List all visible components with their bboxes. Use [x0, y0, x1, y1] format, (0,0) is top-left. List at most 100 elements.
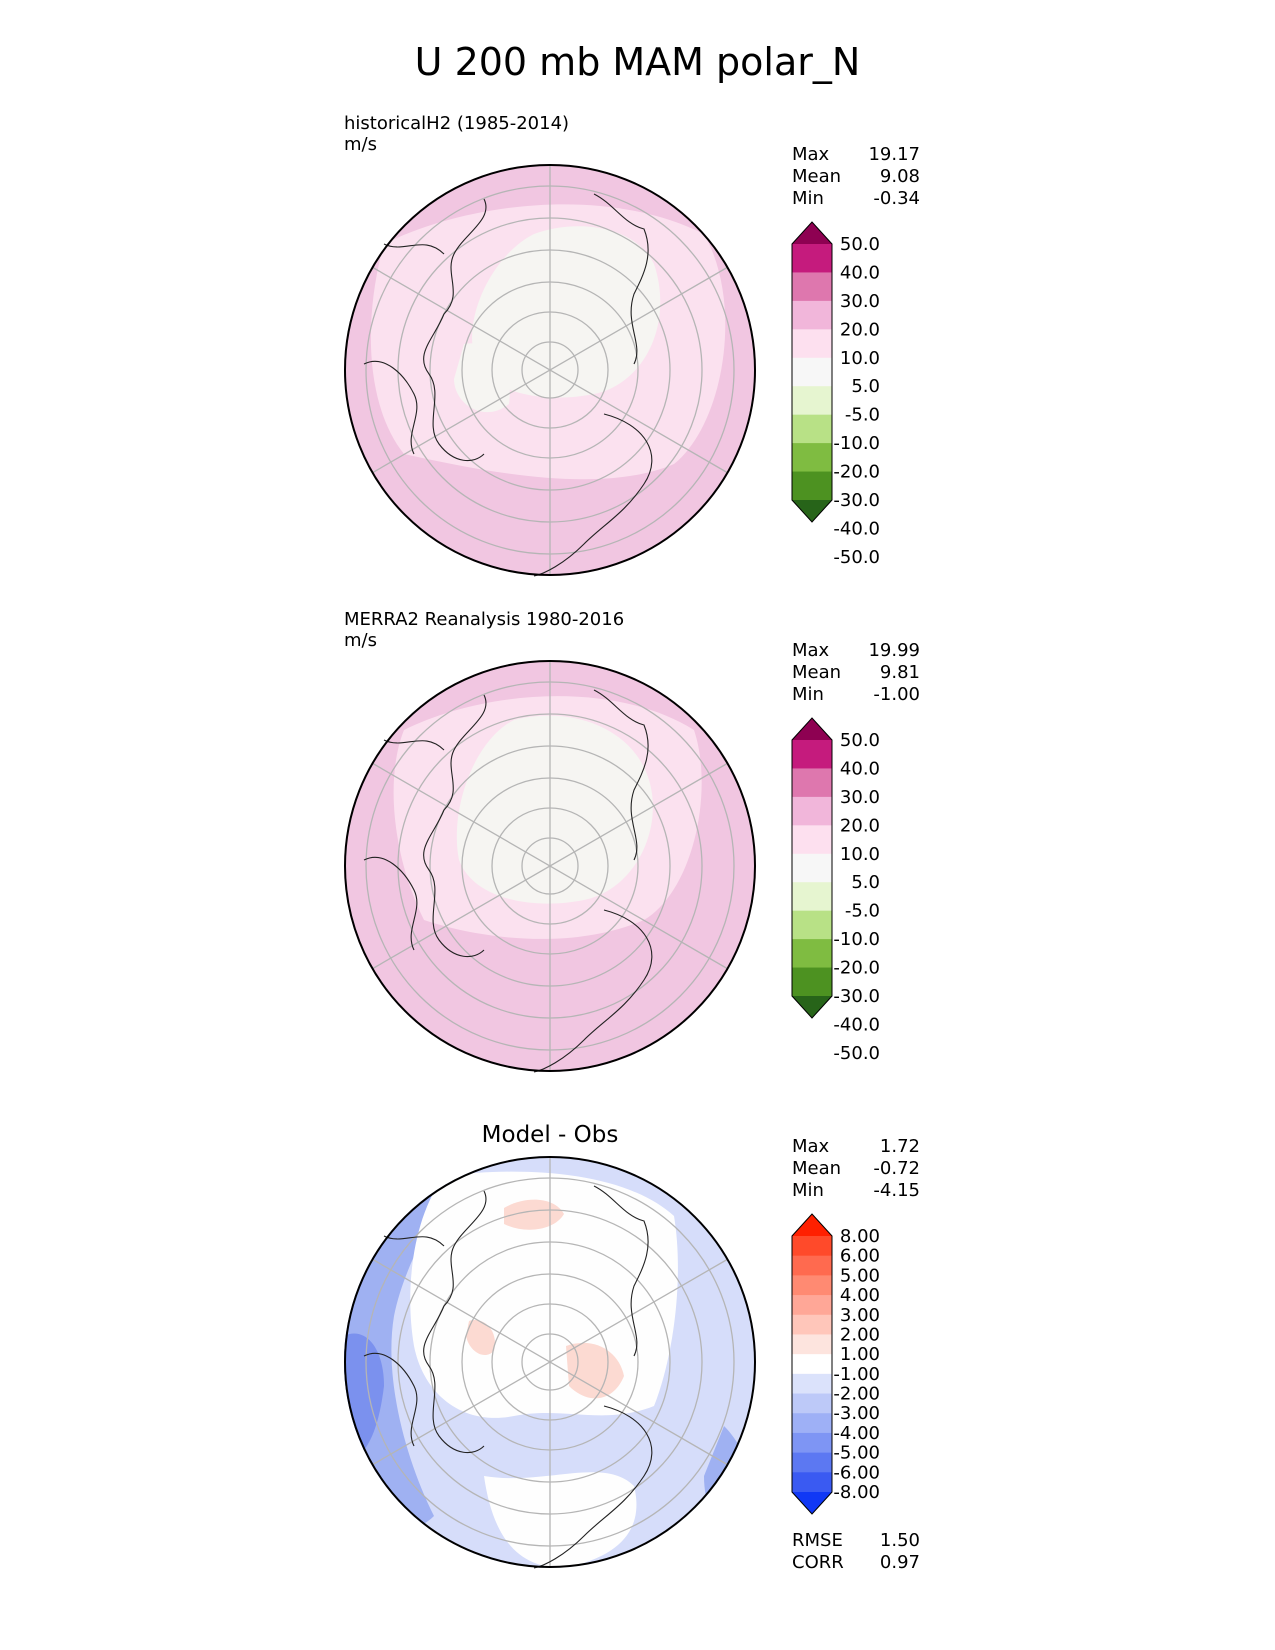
colorbar-tick-label: 20.0 [840, 815, 880, 836]
colorbar-band [792, 1472, 832, 1493]
map-boundary [344, 164, 756, 576]
colorbar-tick-label: 40.0 [840, 758, 880, 779]
panel-3-title: Model - Obs [481, 1122, 619, 1148]
colorbar-band [792, 1314, 832, 1335]
colorbar-tick-label: 20.0 [840, 319, 880, 340]
stat-value: 9.08 [879, 166, 920, 187]
colorbar-extend-max [792, 1214, 832, 1236]
panel-2-colorbar: 50.0 40.0 30.0 20.0 10.0 5.0 -5.0 -10.0 -20.0 -30… [791, 717, 880, 1064]
metric-label: RMSE [792, 1530, 843, 1551]
colorbar-band [792, 882, 832, 912]
colorbar-tick-label: -8.00 [833, 1482, 880, 1503]
colorbar-tick-label: 4.00 [840, 1285, 880, 1306]
colorbar-band [792, 825, 832, 855]
colorbar-band [792, 910, 832, 940]
colorbar-tick-label: -10.0 [833, 929, 880, 950]
colorbar-tick-label: 30.0 [840, 291, 880, 312]
gridlines [365, 1156, 735, 1568]
colorbar-tick-label: -5.0 [845, 405, 880, 426]
colorbar-band [792, 1452, 832, 1473]
colorbar-band [792, 1275, 832, 1296]
stat-label: Mean [792, 166, 842, 187]
colorbar-tick-label: 2.00 [840, 1324, 880, 1345]
colorbar-band [792, 329, 832, 359]
stat-value: -1.00 [873, 684, 920, 705]
colorbar-tick-label: -2.00 [833, 1384, 880, 1405]
colorbar-tick-label: -5.0 [845, 901, 880, 922]
colorbar-band [792, 740, 832, 769]
colorbar-tick-label: -50.0 [833, 1043, 880, 1064]
colorbar-band [792, 1432, 832, 1454]
stat-label: Mean [792, 1158, 842, 1179]
colorbar-tick-label: -1.00 [833, 1364, 880, 1385]
panel-2-stats: Max 19.99 Mean 9.81 Min -1.00 [792, 640, 920, 706]
colorbar-tick-label: 10.0 [840, 348, 880, 369]
colorbar-tick-label: -40.0 [833, 518, 880, 539]
stat-value: 19.99 [868, 640, 920, 661]
colorbar-band [792, 443, 832, 473]
colorbar-tick-label: -4.00 [833, 1423, 880, 1444]
stat-label: Max [792, 640, 830, 661]
colorbar-band [792, 853, 832, 883]
field-region [504, 1199, 564, 1230]
field-region [466, 1320, 495, 1356]
stat-value: 1.72 [879, 1136, 920, 1157]
colorbar-tick-label: -20.0 [833, 958, 880, 979]
gridlines [365, 164, 735, 576]
colorbar-extend-min [792, 996, 832, 1018]
colorbar-band [792, 300, 832, 330]
panel-1-map [344, 164, 756, 577]
colorbar-band [792, 414, 832, 444]
colorbar-outline [791, 717, 833, 1019]
colorbar-tick-label: 40.0 [840, 262, 880, 283]
colorbar-tick-label: 5.00 [840, 1265, 880, 1286]
stat-label: Min [792, 188, 824, 209]
colorbar-outline [791, 1213, 833, 1515]
stat-label: Mean [792, 662, 842, 683]
panel-1-title: historicalH2 (1985-2014) m/s [344, 113, 570, 155]
colorbar-extend-max [792, 718, 832, 740]
map-boundary [344, 1156, 756, 1568]
map-boundary [344, 660, 756, 1072]
coastlines [363, 193, 653, 577]
field-region [456, 715, 653, 904]
metric-value: 0.97 [879, 1552, 920, 1573]
colorbar-tick-label: -6.00 [833, 1462, 880, 1483]
colorbar-band [792, 1295, 832, 1316]
panel-3-metrics: RMSE 1.50 CORR 0.97 [792, 1530, 920, 1574]
colorbar-band [792, 939, 832, 969]
colorbar-band [792, 272, 832, 302]
colorbar-tick-label: 30.0 [840, 787, 880, 808]
colorbar-tick-label: -30.0 [833, 986, 880, 1007]
colorbar-tick-label: -50.0 [833, 547, 880, 568]
stat-value: -0.34 [873, 188, 920, 209]
colorbar-extend-min [792, 500, 832, 522]
stat-label: Min [792, 684, 824, 705]
colorbar-band [792, 967, 832, 997]
colorbar-band [792, 386, 832, 416]
panel-2-title: MERRA2 Reanalysis 1980-2016 m/s [344, 609, 625, 651]
stat-label: Max [792, 1136, 830, 1157]
colorbar-band [792, 471, 832, 501]
colorbar-tick-label: -10.0 [833, 433, 880, 454]
colorbar-band [792, 1255, 832, 1276]
colorbar-band [792, 1413, 832, 1434]
colorbar-tick-label: -40.0 [833, 1014, 880, 1035]
colorbar-tick-label: 50.0 [840, 730, 880, 751]
panel-1-colorbar: 50.0 40.0 30.0 20.0 10.0 5.0 -5.0 -10.0 -20.0 -30… [791, 221, 880, 568]
colorbar-extend-max [792, 222, 832, 244]
colorbar-tick-label: -5.00 [833, 1443, 880, 1464]
colorbar-tick-label: -30.0 [833, 490, 880, 511]
colorbar-band [792, 244, 832, 273]
stat-label: Max [792, 144, 830, 165]
gridlines [365, 660, 735, 1072]
colorbar-tick-label: 10.0 [840, 844, 880, 865]
colorbar-tick-label: -20.0 [833, 462, 880, 483]
colorbar-band [792, 768, 832, 798]
colorbar-tick-label: 50.0 [840, 234, 880, 255]
panel-2-map [344, 660, 756, 1073]
panel-3-map [344, 1156, 756, 1569]
panel-3-stats: Max 1.72 Mean -0.72 Min -4.15 [792, 1136, 920, 1202]
stat-value: 9.81 [879, 662, 920, 683]
colorbar-tick-label: 5.0 [851, 376, 880, 397]
